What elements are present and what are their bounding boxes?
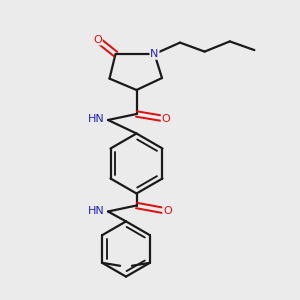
Text: HN: HN xyxy=(88,114,105,124)
Text: O: O xyxy=(93,34,102,45)
Text: O: O xyxy=(161,113,170,124)
Text: N: N xyxy=(150,49,159,59)
Text: O: O xyxy=(163,206,172,216)
Text: HN: HN xyxy=(88,206,105,216)
